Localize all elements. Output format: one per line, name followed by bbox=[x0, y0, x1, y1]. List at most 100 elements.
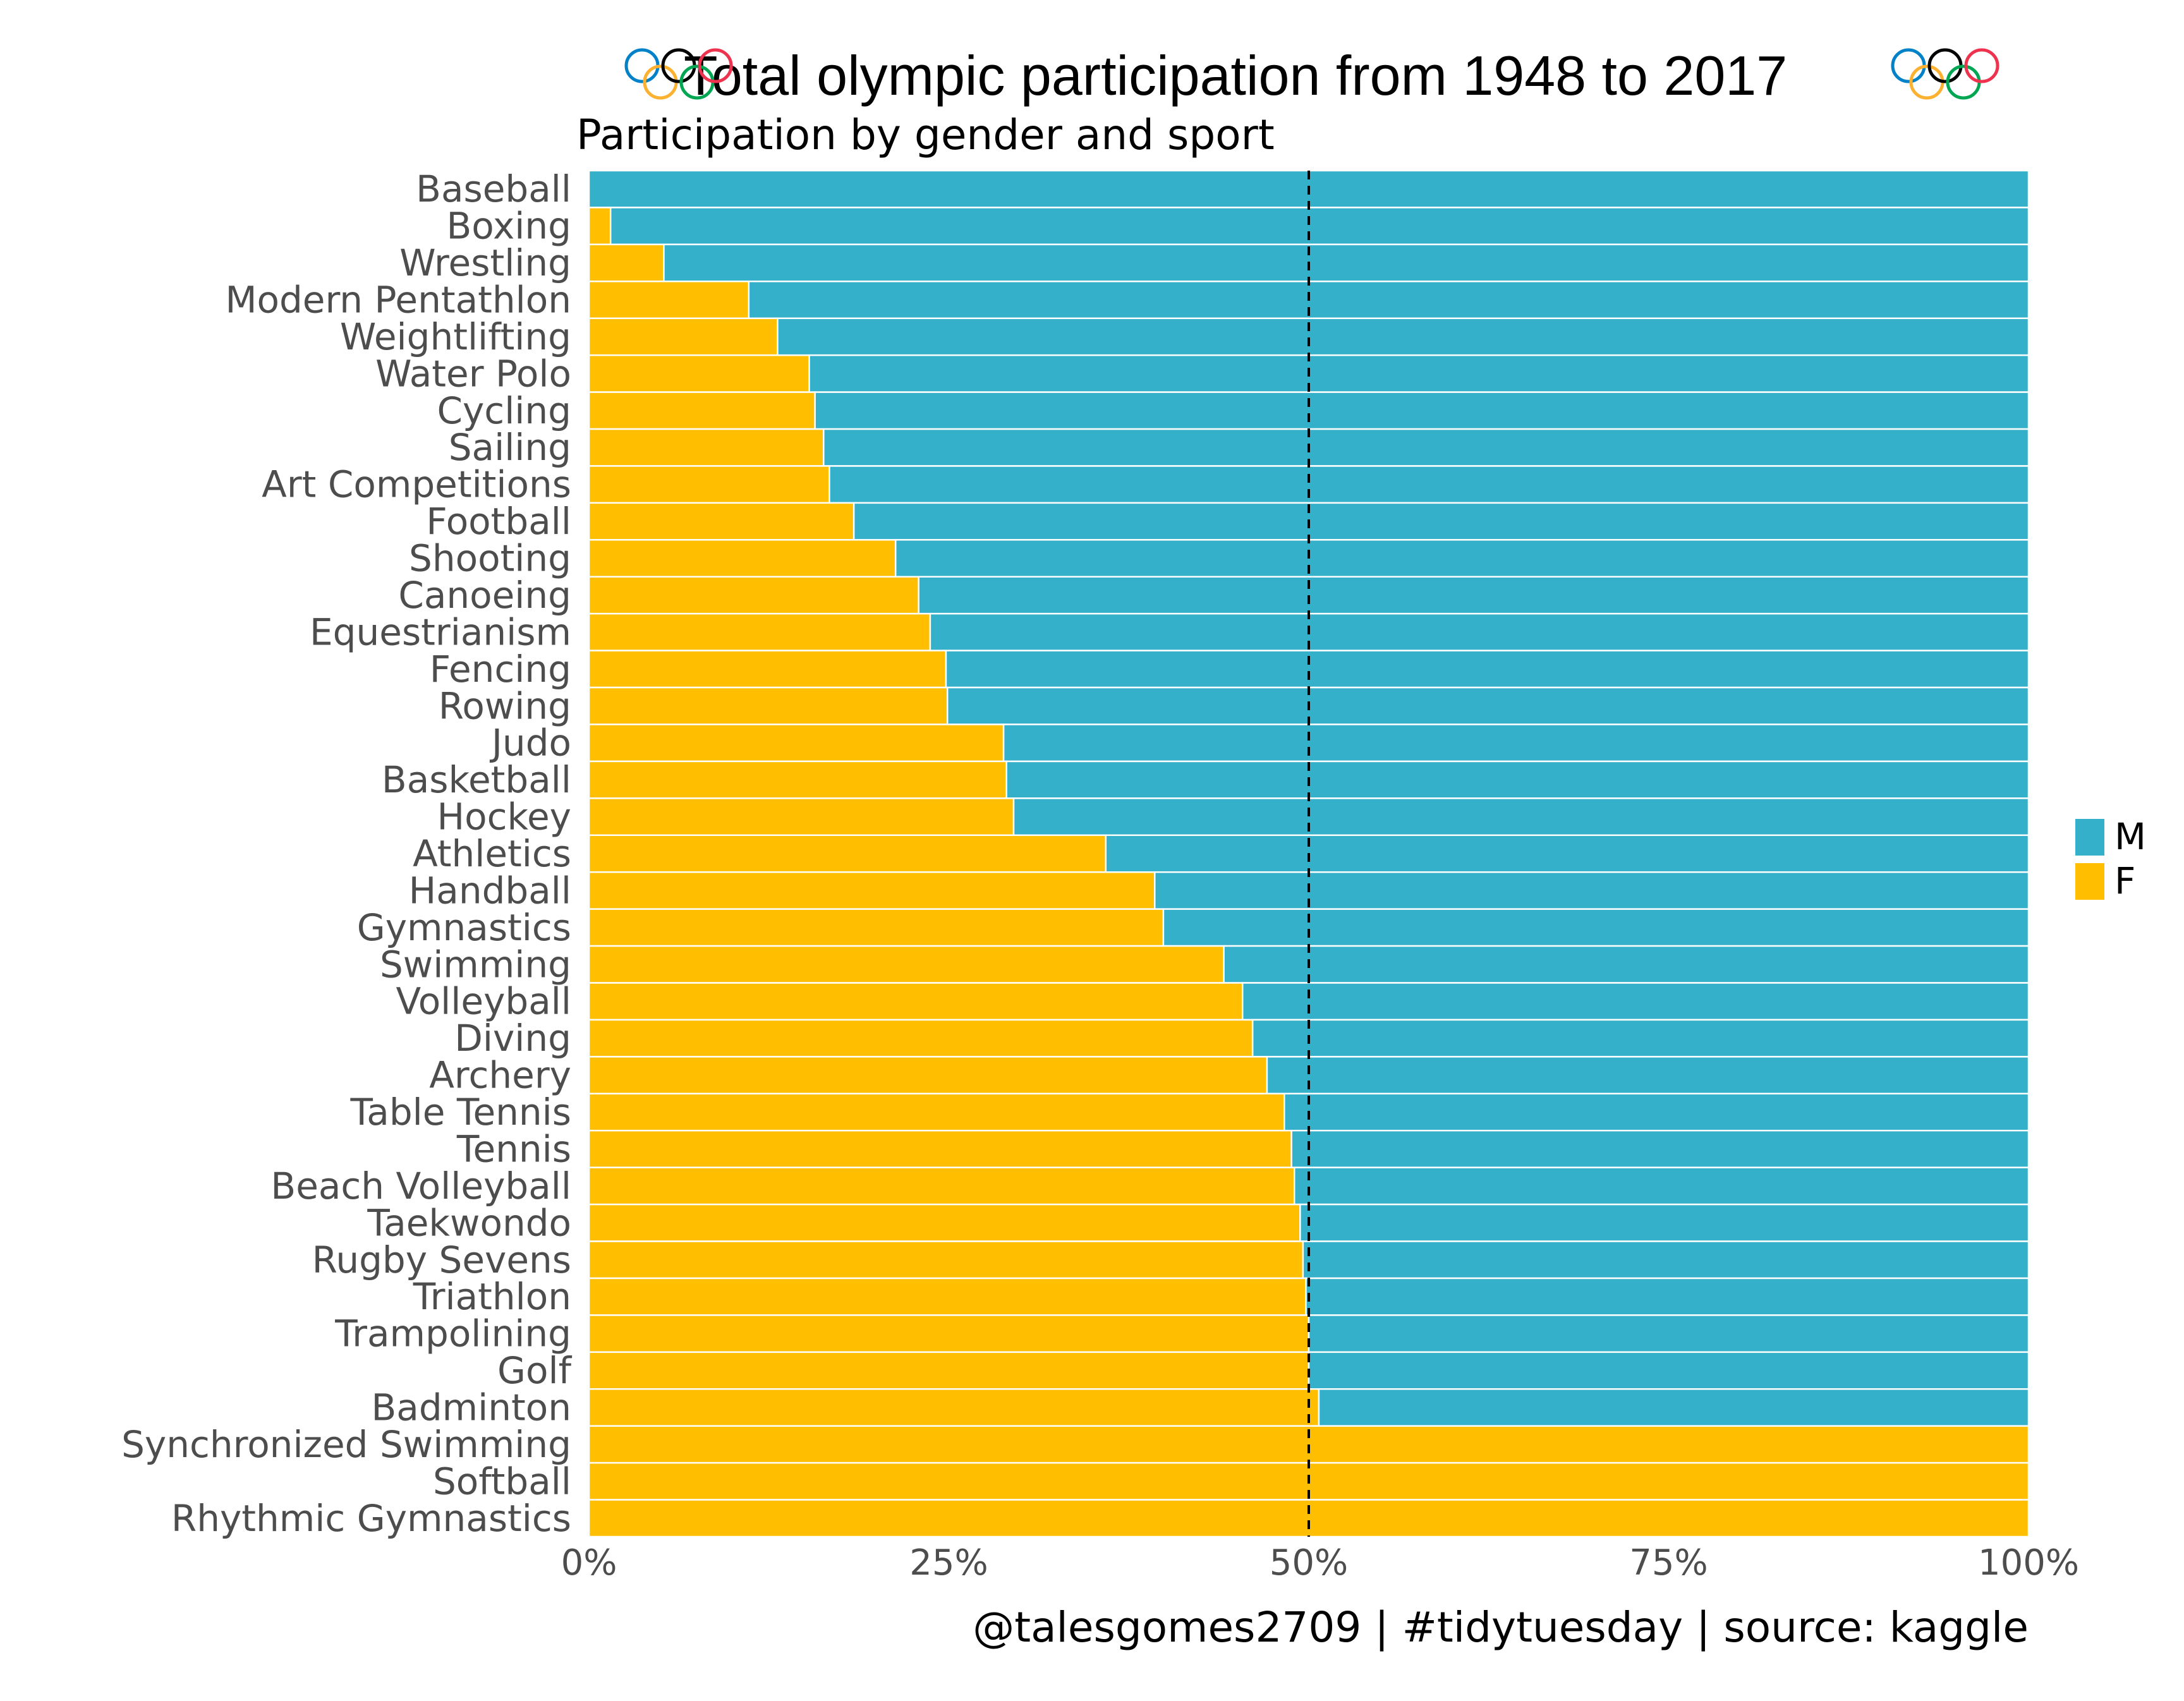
category-label: Fencing bbox=[430, 648, 571, 691]
bar-f-22 bbox=[588, 982, 1244, 1021]
category-label: Table Tennis bbox=[349, 1091, 571, 1134]
x-tick-label: 0% bbox=[561, 1542, 617, 1583]
legend-label: F bbox=[2114, 859, 2135, 902]
bar-m-27 bbox=[1293, 1166, 2030, 1206]
x-tick-label: 50% bbox=[1270, 1542, 1348, 1583]
category-label: Baseball bbox=[416, 167, 571, 210]
category-label: Swimming bbox=[380, 943, 571, 986]
bar-m-21 bbox=[1223, 945, 2030, 984]
bar-f-10 bbox=[588, 539, 897, 578]
category-label: Art Competitions bbox=[262, 463, 571, 506]
category-label: Cycling bbox=[437, 389, 571, 432]
bar-m-22 bbox=[1241, 982, 2030, 1021]
bar-f-1 bbox=[588, 207, 612, 246]
bar-m-20 bbox=[1162, 908, 2030, 947]
bar-f-24 bbox=[588, 1056, 1268, 1095]
legend-key-f bbox=[2075, 863, 2104, 900]
bar-f-19 bbox=[588, 871, 1156, 910]
bar-m-8 bbox=[828, 465, 2030, 504]
bar-m-1 bbox=[609, 207, 2030, 246]
bar-f-6 bbox=[588, 391, 816, 430]
category-label: Rugby Sevens bbox=[312, 1238, 571, 1281]
legend-key-m bbox=[2075, 819, 2104, 856]
category-label: Volleyball bbox=[396, 980, 571, 1023]
bar-m-19 bbox=[1154, 871, 2030, 910]
category-label: Trampolining bbox=[334, 1312, 571, 1355]
bar-m-18 bbox=[1105, 834, 2030, 873]
bar-f-29 bbox=[588, 1240, 1304, 1280]
category-label: Gymnastics bbox=[357, 906, 571, 949]
bar-f-33 bbox=[588, 1388, 1320, 1427]
bar-m-24 bbox=[1266, 1056, 2030, 1095]
bar-m-11 bbox=[918, 576, 2030, 615]
x-tick-label: 100% bbox=[1978, 1542, 2079, 1583]
bar-f-11 bbox=[588, 576, 919, 615]
bar-f-12 bbox=[588, 612, 931, 651]
category-label: Boxing bbox=[446, 205, 571, 248]
x-tick-label: 75% bbox=[1629, 1542, 1708, 1583]
bar-m-15 bbox=[1002, 723, 2030, 763]
bar-f-7 bbox=[588, 428, 825, 467]
chart-title: Total olympic participation from 1948 to… bbox=[684, 44, 1787, 107]
bar-m-9 bbox=[852, 502, 2030, 541]
bar-m-7 bbox=[823, 428, 2030, 467]
bar-m-3 bbox=[748, 281, 2030, 319]
bar-f-4 bbox=[588, 317, 779, 356]
bar-f-32 bbox=[588, 1351, 1310, 1390]
category-label: Equestrianism bbox=[310, 610, 571, 653]
category-label: Wrestling bbox=[399, 241, 571, 284]
bar-m-30 bbox=[1305, 1277, 2030, 1316]
category-label: Beach Volleyball bbox=[270, 1165, 571, 1208]
bar-m-31 bbox=[1307, 1314, 2030, 1353]
olympic-rings-icon-left bbox=[624, 48, 733, 100]
category-label: Sailing bbox=[449, 426, 571, 469]
bar-m-4 bbox=[777, 317, 2030, 356]
category-label: Canoeing bbox=[398, 574, 571, 617]
bar-f-15 bbox=[588, 723, 1005, 763]
category-label: Hockey bbox=[437, 796, 571, 838]
category-label: Basketball bbox=[382, 758, 571, 801]
category-label: Golf bbox=[497, 1349, 573, 1392]
bar-m-29 bbox=[1302, 1240, 2030, 1280]
category-label: Softball bbox=[433, 1460, 571, 1503]
chart-caption: @talesgomes2709 | #tidytuesday | source:… bbox=[973, 1603, 2029, 1652]
bar-m-17 bbox=[1012, 797, 2030, 837]
bar-f-16 bbox=[588, 760, 1007, 799]
category-label: Football bbox=[426, 500, 571, 543]
category-label: Badminton bbox=[371, 1386, 571, 1429]
bar-f-2 bbox=[588, 243, 665, 282]
bar-m-10 bbox=[894, 539, 2030, 578]
bar-f-31 bbox=[588, 1314, 1310, 1353]
category-label: Taekwondo bbox=[367, 1201, 571, 1244]
category-label: Shooting bbox=[409, 537, 571, 580]
bar-f-25 bbox=[588, 1093, 1285, 1132]
chart-subtitle: Participation by gender and sport bbox=[576, 111, 1275, 159]
category-label: Tennis bbox=[456, 1127, 571, 1170]
bar-f-8 bbox=[588, 465, 830, 504]
bar-f-3 bbox=[588, 281, 750, 319]
bar-f-5 bbox=[588, 354, 810, 393]
bar-m-5 bbox=[808, 354, 2030, 393]
bar-f-20 bbox=[588, 908, 1165, 947]
bar-m-23 bbox=[1251, 1019, 2030, 1058]
bar-f-28 bbox=[588, 1203, 1301, 1242]
category-label: Judo bbox=[490, 722, 571, 765]
bar-f-14 bbox=[588, 686, 949, 725]
bar-f-21 bbox=[588, 945, 1225, 984]
category-label: Triathlon bbox=[413, 1275, 571, 1318]
category-label: Archery bbox=[429, 1054, 571, 1097]
bar-m-14 bbox=[946, 686, 2030, 725]
olympic-rings-icon-right bbox=[1891, 48, 1999, 100]
bar-m-13 bbox=[945, 650, 2030, 689]
bar-m-2 bbox=[663, 243, 2030, 282]
category-label: Diving bbox=[454, 1017, 571, 1060]
category-label: Synchronized Swimming bbox=[121, 1423, 571, 1466]
category-label: Athletics bbox=[413, 832, 571, 875]
bar-m-32 bbox=[1307, 1351, 2030, 1390]
category-label: Rowing bbox=[439, 684, 571, 727]
bar-f-23 bbox=[588, 1019, 1254, 1058]
category-label: Water Polo bbox=[375, 352, 571, 395]
bar-f-13 bbox=[588, 650, 947, 689]
bar-f-27 bbox=[588, 1166, 1295, 1206]
